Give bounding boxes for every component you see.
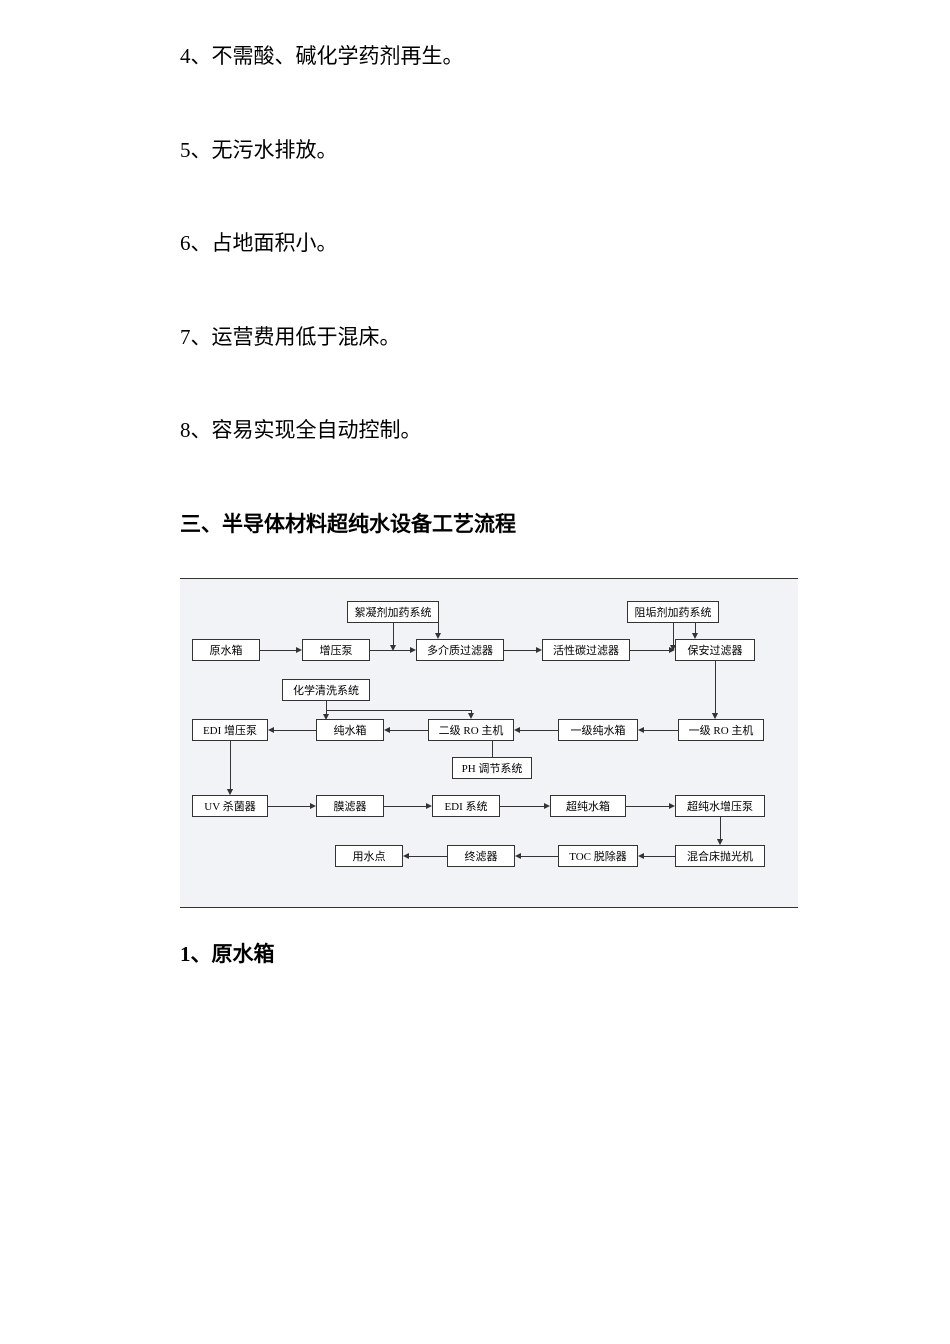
flowchart-edge [504,650,537,651]
arrow-head-icon [638,853,644,859]
flowchart-edge [260,650,297,651]
arrow-head-icon [536,647,542,653]
flowchart-edge [408,856,447,857]
arrow-head-icon [692,633,698,639]
flowchart-node-ultra_tank: 超纯水箱 [550,795,626,817]
flowchart-edge [720,817,721,840]
arrow-head-icon [310,803,316,809]
section-title: 三、半导体材料超纯水设备工艺流程 [180,508,770,538]
arrow-head-icon [669,803,675,809]
flowchart-node-pure_tank: 纯水箱 [316,719,384,741]
flowchart-edge [492,741,493,757]
arrow-head-icon [384,727,390,733]
flowchart-node-ro1: 一级 RO 主机 [678,719,764,741]
flowchart-edge [268,806,311,807]
arrow-head-icon [544,803,550,809]
arrow-head-icon [468,713,474,719]
flowchart-edge [520,856,558,857]
flowchart-node-carbon: 活性碳过滤器 [542,639,630,661]
flowchart-node-antiscalant: 阻垢剂加药系统 [627,601,719,623]
arrow-head-icon [390,645,396,651]
list-item-7: 7、运营费用低于混床。 [180,321,770,355]
list-item-8: 8、容易实现全自动控制。 [180,414,770,448]
arrow-head-icon [670,645,676,651]
list-item-4: 4、不需酸、碱化学药剂再生。 [180,40,770,74]
flowchart-edge [643,730,678,731]
list-item-6: 6、占地面积小。 [180,227,770,261]
flowchart-node-security: 保安过滤器 [675,639,755,661]
flowchart-node-polisher: 混合床抛光机 [675,845,765,867]
arrow-head-icon [717,839,723,845]
arrow-head-icon [515,853,521,859]
flowchart-edge [673,623,674,647]
flowchart-node-edi_booster: EDI 增压泵 [192,719,268,741]
arrow-head-icon [638,727,644,733]
flowchart-edge [519,730,558,731]
arrow-head-icon [403,853,409,859]
flowchart-node-edi_sys: EDI 系统 [432,795,500,817]
flowchart-node-multimedia: 多介质过滤器 [416,639,504,661]
arrow-head-icon [712,713,718,719]
arrow-head-icon [227,789,233,795]
flowchart-edge [715,661,716,714]
flowchart-edge [500,806,545,807]
flowchart-edge [389,730,428,731]
flowchart-node-point: 用水点 [335,845,403,867]
flowchart-node-chem_clean: 化学清洗系统 [282,679,370,701]
arrow-head-icon [410,647,416,653]
flowchart-node-flocculant: 絮凝剂加药系统 [347,601,439,623]
arrow-head-icon [323,714,329,720]
flowchart-edge [393,623,394,647]
list-item-5: 5、无污水排放。 [180,134,770,168]
flowchart-node-ph: PH 调节系统 [452,757,532,779]
arrow-head-icon [435,633,441,639]
flowchart-node-terminal: 终滤器 [447,845,515,867]
arrow-head-icon [268,727,274,733]
flowchart-node-ro2: 二级 RO 主机 [428,719,514,741]
flowchart-node-raw_tank: 原水箱 [192,639,260,661]
flowchart-node-membrane: 膜滤器 [316,795,384,817]
flowchart-edge [273,730,316,731]
flowchart-node-ultra_booster: 超纯水增压泵 [675,795,765,817]
flowchart-node-uv: UV 杀菌器 [192,795,268,817]
flowchart-edge [643,856,675,857]
flowchart-node-booster: 增压泵 [302,639,370,661]
flowchart-node-primary_tank: 一级纯水箱 [558,719,638,741]
flowchart-edge [626,806,670,807]
flowchart-node-toc: TOC 脱除器 [558,845,638,867]
arrow-head-icon [426,803,432,809]
arrow-head-icon [514,727,520,733]
page: 4、不需酸、碱化学药剂再生。 5、无污水排放。 6、占地面积小。 7、运营费用低… [0,0,950,1008]
process-flowchart: 絮凝剂加药系统 阻垢剂加药系统原水箱 增压泵 多介质过滤器 活性碳过滤器 保安过滤器化学清… [180,578,798,908]
sub-section-title: 1、原水箱 [180,938,770,968]
arrow-head-icon [296,647,302,653]
flowchart-edge [326,710,471,711]
flowchart-edge [230,741,231,790]
flowchart-edge [384,806,427,807]
flowchart-edge [630,650,670,651]
